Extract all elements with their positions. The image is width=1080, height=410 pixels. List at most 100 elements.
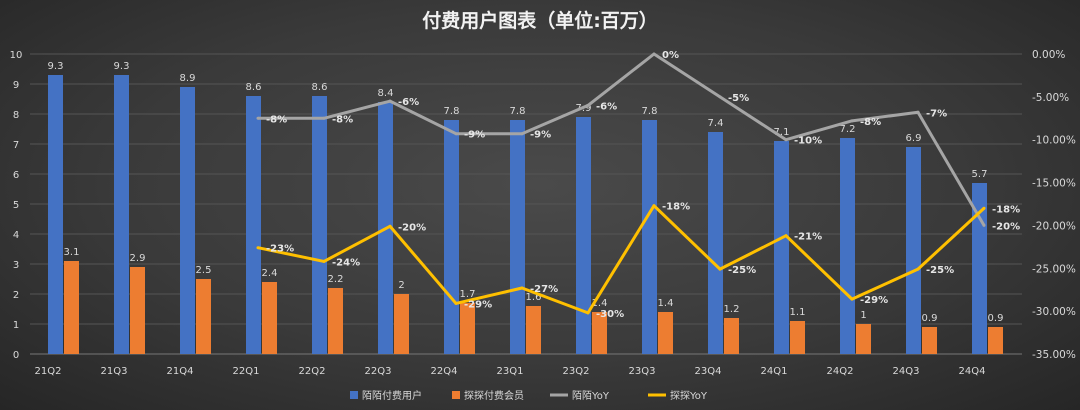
bar-momo <box>48 75 63 354</box>
line-data-label: -6% <box>398 97 419 108</box>
bar-tantan <box>790 321 805 354</box>
bar-momo <box>642 120 657 354</box>
line-point <box>916 267 920 271</box>
left-tick-label: 0 <box>13 350 19 361</box>
left-tick-label: 3 <box>13 260 19 271</box>
line-point <box>520 286 524 290</box>
bar-data-label: 1.4 <box>592 298 608 309</box>
x-tick-label: 22Q4 <box>431 366 458 377</box>
x-tick-label: 22Q1 <box>233 366 260 377</box>
x-tick-label: 24Q3 <box>893 366 920 377</box>
bar-momo <box>576 117 591 354</box>
right-tick-label: -10.00% <box>1032 135 1076 147</box>
bar-momo <box>840 138 855 354</box>
line-data-label: -23% <box>266 244 294 255</box>
line-point <box>916 110 920 114</box>
x-tick-label: 23Q1 <box>497 366 524 377</box>
bar-data-label: 2.4 <box>262 268 278 279</box>
bar-data-label: 5.7 <box>972 169 988 180</box>
line-data-label: -29% <box>464 299 492 310</box>
line-tantan-yoy <box>257 204 986 315</box>
bar-tantan <box>130 267 145 354</box>
bar-tantan <box>922 327 937 354</box>
bar-tantan <box>526 306 541 354</box>
right-tick-label: -25.00% <box>1032 263 1076 275</box>
line-point <box>850 119 854 123</box>
line-point <box>388 224 392 228</box>
left-tick-label: 2 <box>13 290 19 301</box>
bar-data-label: 8.4 <box>378 88 394 99</box>
bar-data-label: 1.2 <box>724 304 740 315</box>
bar-momo <box>708 132 723 354</box>
bar-momo <box>510 120 525 354</box>
bar-data-label: 9.3 <box>48 61 64 72</box>
bar-data-label: 0.9 <box>922 313 938 324</box>
bar-momo <box>444 120 459 354</box>
right-tick-label: -35.00% <box>1032 349 1076 361</box>
line-point <box>586 103 590 107</box>
line-data-label: -10% <box>794 136 822 147</box>
bar-data-label: 1.6 <box>526 292 542 303</box>
bar-tantan <box>394 294 409 354</box>
bar-tantan <box>196 279 211 354</box>
left-tick-label: 4 <box>13 230 19 241</box>
left-tick-label: 9 <box>13 80 19 91</box>
bar-data-label: 9.3 <box>114 61 130 72</box>
chart-title: 付费用户图表（单位:百万） <box>422 10 658 32</box>
line-point <box>454 132 458 136</box>
line-data-label: -7% <box>926 108 947 119</box>
line-momo-yoy <box>258 52 986 227</box>
bar-data-label: 7.1 <box>774 127 790 138</box>
bar-data-label: 7.8 <box>444 106 460 117</box>
line-point <box>322 259 326 263</box>
line-data-label: -8% <box>332 114 353 125</box>
bar-tantan <box>328 288 343 354</box>
legend-label: 探探付费会员 <box>464 389 524 402</box>
bar-tantan <box>988 327 1003 354</box>
x-tick-label: 22Q2 <box>299 366 326 377</box>
left-tick-label: 7 <box>13 140 19 151</box>
right-tick-label: -20.00% <box>1032 220 1076 232</box>
bar-data-label: 0.9 <box>988 313 1004 324</box>
line-point <box>982 223 986 227</box>
line-point <box>718 95 722 99</box>
left-tick-label: 8 <box>13 110 19 121</box>
line-data-label: -9% <box>530 130 551 141</box>
line-data-label: -30% <box>596 309 624 320</box>
bar-tantan <box>856 324 871 354</box>
bar-data-label: 1 <box>860 310 866 321</box>
line-data-label: -9% <box>464 130 485 141</box>
left-tick-label: 1 <box>13 320 19 331</box>
bar-momo <box>312 96 327 354</box>
bar-momo <box>114 75 129 354</box>
legend-label: 陌陌YoY <box>572 390 610 402</box>
bar-momo <box>180 87 195 354</box>
line-data-label: -18% <box>662 202 690 213</box>
right-tick-label: -5.00% <box>1032 92 1069 104</box>
x-tick-label: 23Q3 <box>629 366 656 377</box>
bar-tantan <box>262 282 277 354</box>
bar-momo <box>246 96 261 354</box>
line-point <box>652 204 656 208</box>
bar-data-label: 2.9 <box>130 253 146 264</box>
bar-data-label: 2.5 <box>196 265 212 276</box>
legend-swatch <box>452 391 460 399</box>
bar-data-label: 8.9 <box>180 73 196 84</box>
line-data-label: -8% <box>266 114 287 125</box>
line-data-label: -20% <box>992 221 1020 232</box>
x-tick-label: 24Q1 <box>761 366 788 377</box>
right-tick-label: 0.00% <box>1032 49 1065 61</box>
x-tick-label: 23Q2 <box>563 366 590 377</box>
line-point <box>520 132 524 136</box>
bar-data-label: 8.6 <box>312 82 328 93</box>
x-tick-label: 22Q3 <box>365 366 392 377</box>
line-data-label: -18% <box>992 204 1020 215</box>
bar-data-label: 1.1 <box>790 307 806 318</box>
bar-tantan <box>460 303 475 354</box>
line-point <box>586 311 590 315</box>
bar-data-label: 8.6 <box>246 82 262 93</box>
line-point <box>256 116 260 120</box>
bar-momo <box>774 141 789 354</box>
bar-data-label: 1.4 <box>658 298 674 309</box>
